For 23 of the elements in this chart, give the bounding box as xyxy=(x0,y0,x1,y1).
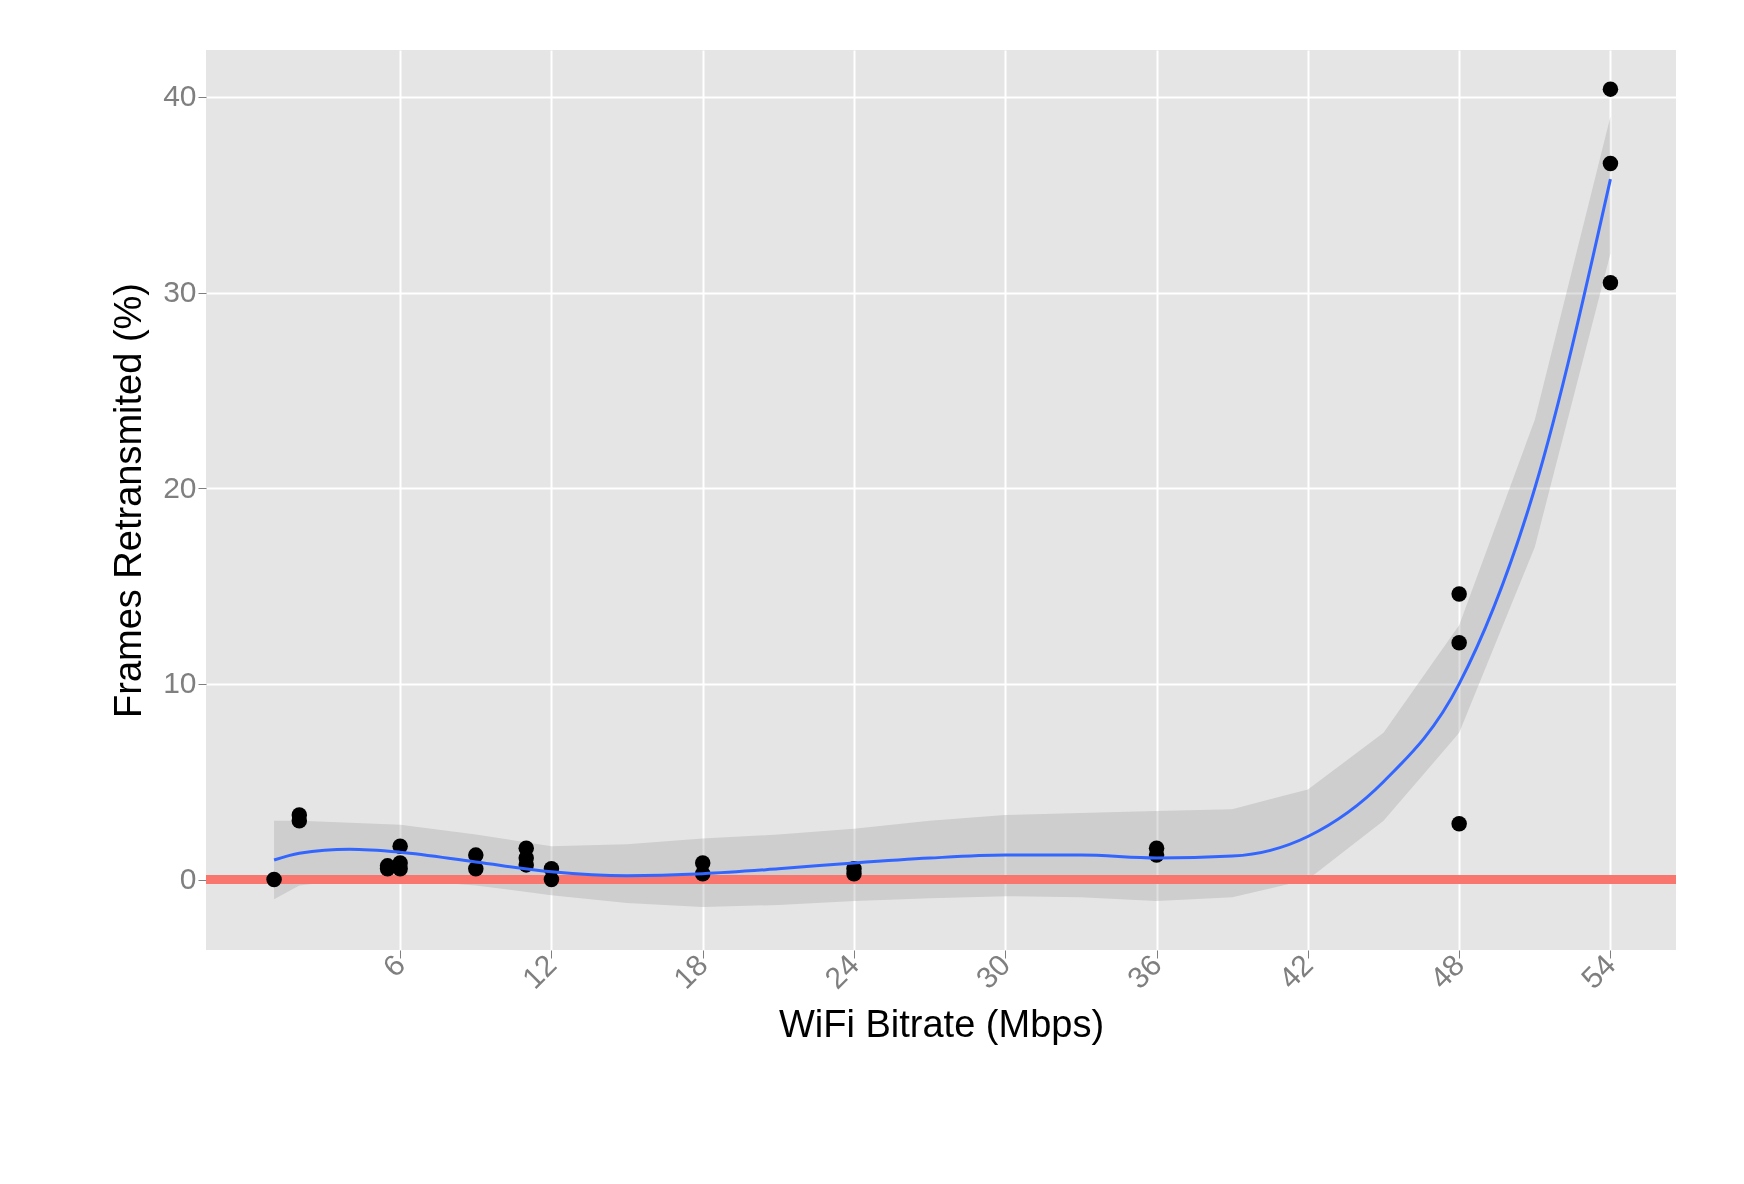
x-tick-label: 42 xyxy=(1272,947,1319,995)
point xyxy=(1451,586,1467,602)
y-tick-label: 0 xyxy=(179,862,197,896)
y-tick-label: 30 xyxy=(163,275,197,309)
x-axis-title: WiFi Bitrate (Mbps) xyxy=(778,1002,1105,1045)
point xyxy=(1602,275,1619,291)
x-tick-label: 12 xyxy=(515,947,563,995)
x-tick-label: 36 xyxy=(1120,947,1168,995)
x-tick-label: 30 xyxy=(969,947,1017,995)
point xyxy=(1602,155,1619,172)
point xyxy=(1451,635,1467,651)
x-tick-label: 6 xyxy=(376,947,412,983)
y-tick-label: 20 xyxy=(163,470,197,504)
x-tick-label: 48 xyxy=(1423,947,1471,995)
y-tick-label: 40 xyxy=(163,79,197,113)
y-tick-label: 10 xyxy=(163,666,197,700)
point xyxy=(266,871,282,888)
x-tick-label: 18 xyxy=(666,947,714,995)
x-tick-label: 24 xyxy=(818,947,866,995)
x-tick-label: 54 xyxy=(1574,947,1622,995)
point xyxy=(1451,816,1467,832)
y-axis-title: Frames Retransmited (%) xyxy=(107,283,150,718)
point xyxy=(1602,81,1619,97)
